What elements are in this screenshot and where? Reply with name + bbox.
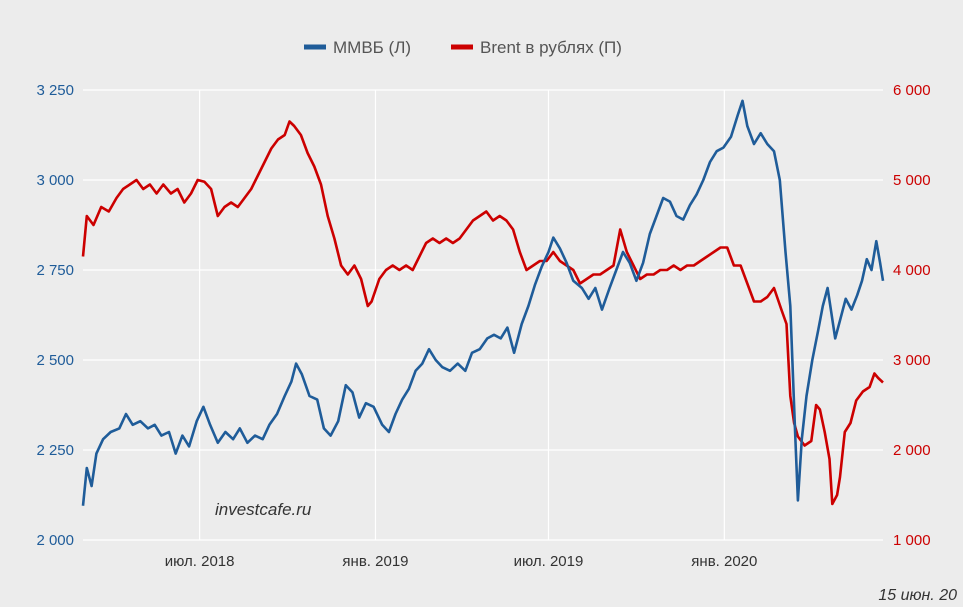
series-layer: [81, 99, 885, 506]
y-left-tick-label: 2 000: [36, 532, 74, 549]
y-right-tick-label: 5 000: [893, 172, 931, 189]
y-left-tick-label: 2 750: [36, 262, 74, 279]
legend: ММВБ (Л) Brent в рублях (П): [304, 38, 622, 57]
y-left-tick-label: 2 500: [36, 352, 74, 369]
series-line-mmvb: [81, 99, 885, 506]
x-tick-label: июл. 2019: [514, 553, 584, 570]
y-right-tick-label: 4 000: [893, 262, 931, 279]
date-label: 15 июн. 20: [878, 587, 957, 604]
y-left-tick-label: 3 000: [36, 172, 74, 189]
legend-label-mmvb: ММВБ (Л): [333, 38, 411, 57]
y-right-tick-label: 3 000: [893, 352, 931, 369]
y-right-tick-label: 1 000: [893, 532, 931, 549]
y-axis-left: 2 000 2 250 2 500 2 750 3 000 3 250: [36, 82, 74, 549]
x-tick-label: июл. 2018: [165, 553, 235, 570]
x-tick-label: янв. 2019: [342, 553, 408, 570]
series-line-brent: [81, 120, 884, 506]
watermark: investcafe.ru: [215, 500, 312, 519]
x-axis: июл. 2018 янв. 2019 июл. 2019 янв. 2020: [165, 553, 758, 570]
grid: [83, 89, 883, 541]
y-right-tick-label: 6 000: [893, 82, 931, 99]
legend-label-brent: Brent в рублях (П): [480, 38, 622, 57]
y-axis-right: 1 000 2 000 3 000 4 000 5 000 6 000: [893, 82, 931, 549]
x-tick-label: янв. 2020: [691, 553, 757, 570]
y-right-tick-label: 2 000: [893, 442, 931, 459]
y-left-tick-label: 3 250: [36, 82, 74, 99]
y-left-tick-label: 2 250: [36, 442, 74, 459]
